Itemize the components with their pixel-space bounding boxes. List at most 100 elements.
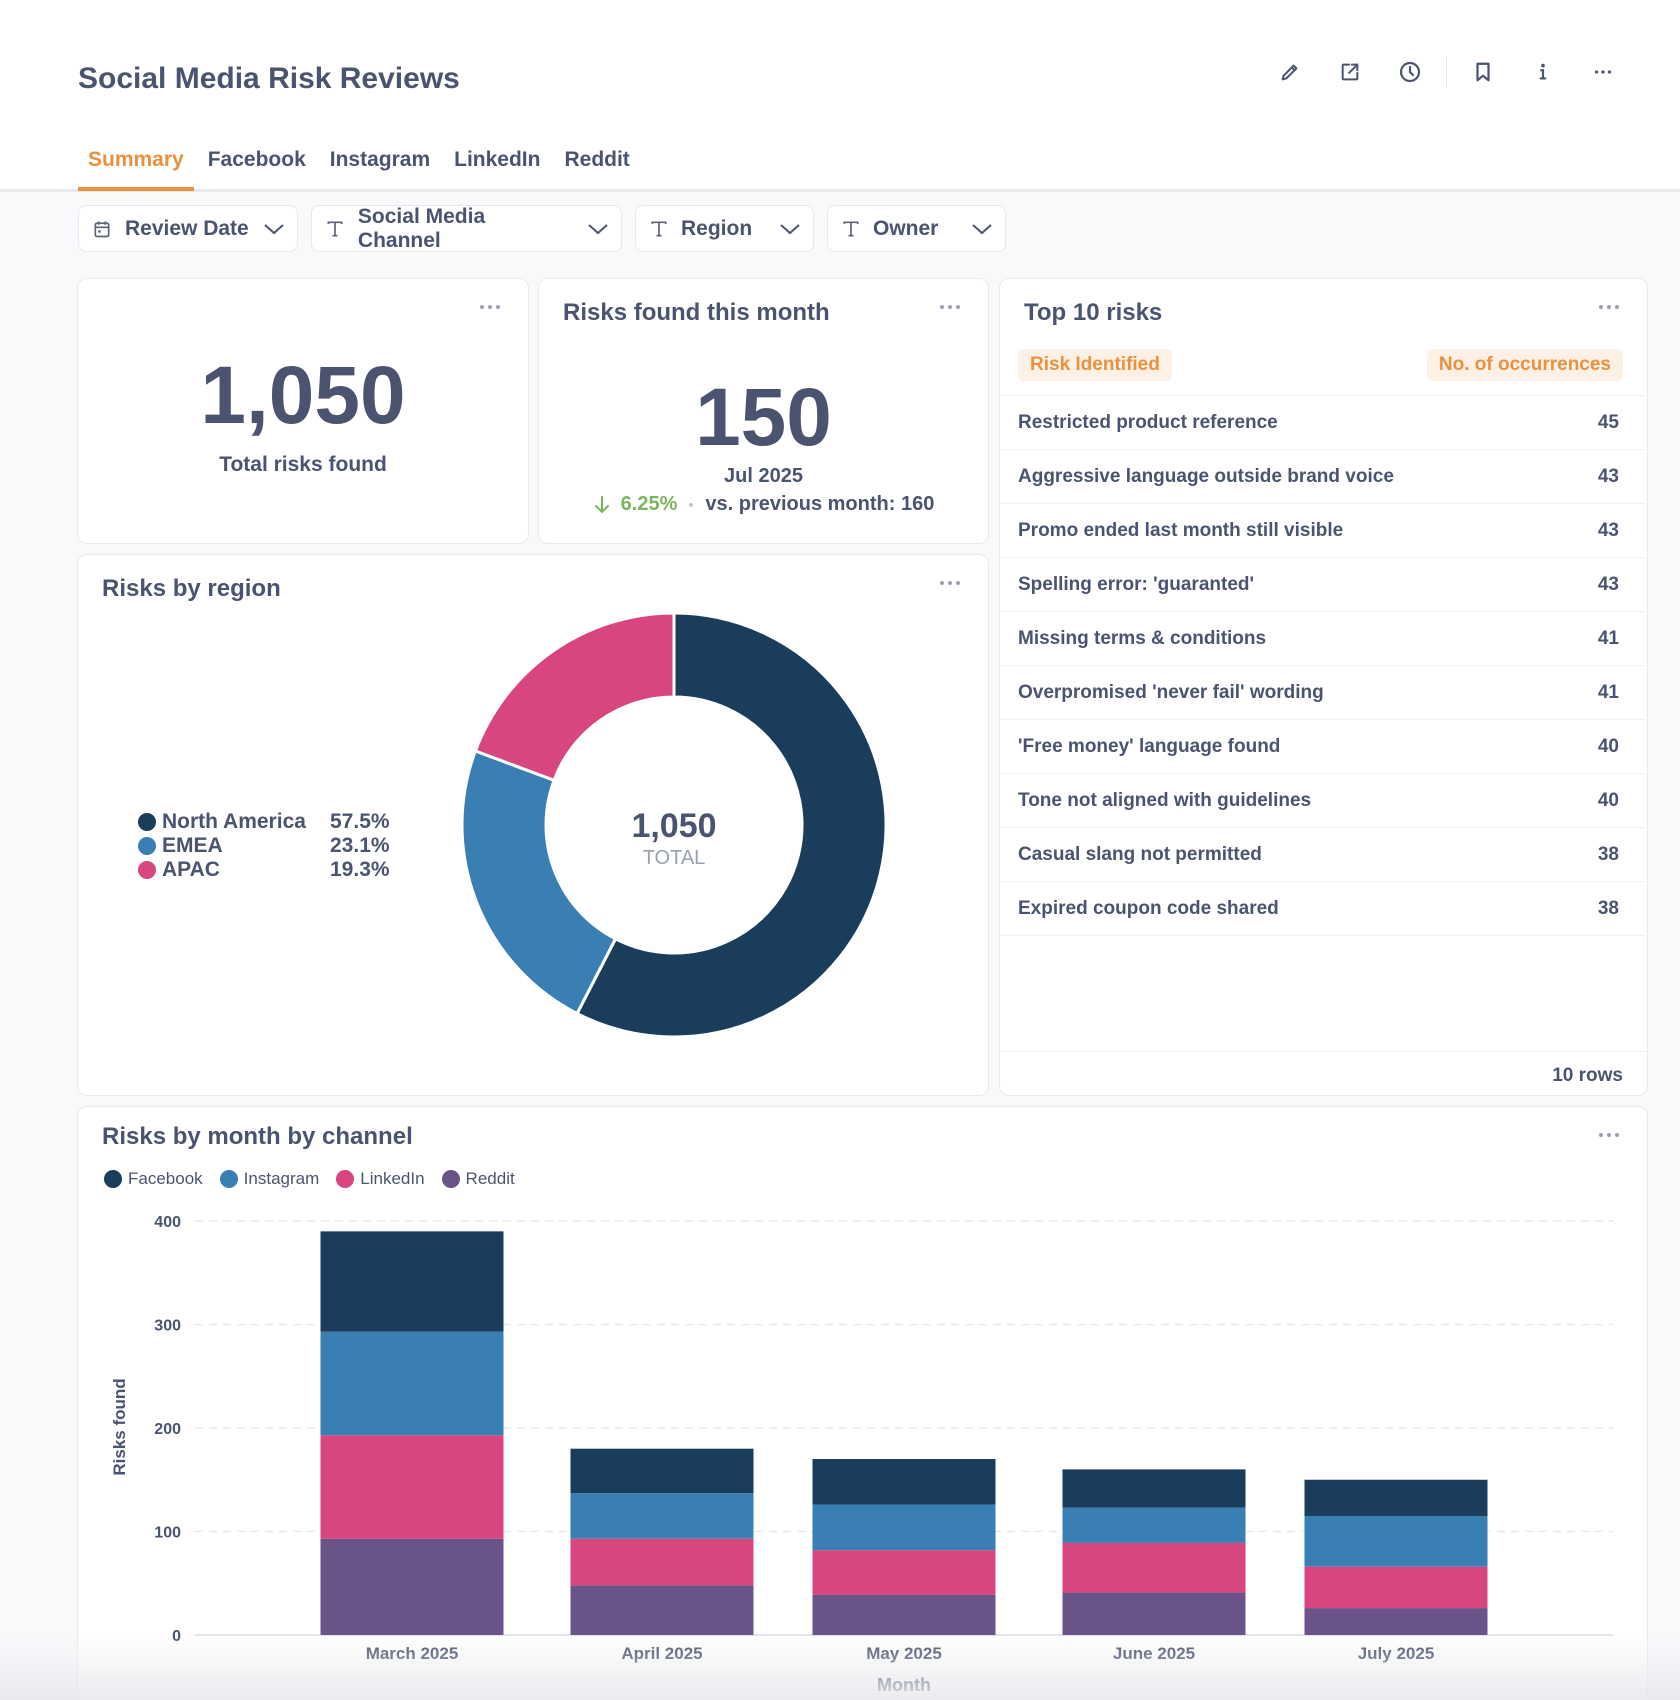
card-title: Risks found this month (563, 299, 830, 326)
chevron-down-icon (263, 222, 285, 236)
bar-segment-linkedin-june-2025[interactable] (1062, 1542, 1246, 1593)
more-horizontal-icon (1594, 70, 1612, 74)
risk-label: Expired coupon code shared (1018, 897, 1279, 919)
risk-count: 43 (1597, 465, 1619, 487)
top-risks-card: Top 10 risks Risk Identified No. of occu… (999, 278, 1648, 1096)
legend-item-emea[interactable]: EMEA 23.1% (138, 834, 390, 858)
risk-count: 40 (1597, 735, 1619, 757)
risk-count: 38 (1597, 897, 1619, 919)
y-axis-label: Risks found (110, 1378, 129, 1475)
risk-count: 38 (1597, 843, 1619, 865)
bar-segment-instagram-march-2025[interactable] (320, 1331, 504, 1436)
bar-segment-linkedin-april-2025[interactable] (570, 1538, 754, 1586)
donut-slice-north-america[interactable] (575, 611, 888, 1039)
bar-segment-linkedin-march-2025[interactable] (320, 1435, 504, 1539)
donut-slice-apac[interactable] (473, 611, 676, 783)
table-row[interactable]: Expired coupon code shared 38 (1000, 881, 1645, 935)
bar-segment-linkedin-july-2025[interactable] (1304, 1566, 1488, 1609)
filter-region[interactable]: Region (635, 205, 814, 252)
card-menu-button[interactable] (940, 305, 960, 309)
card-menu-button[interactable] (480, 305, 500, 309)
row-count: 10 rows (1552, 1065, 1623, 1086)
card-menu-button[interactable] (1599, 1133, 1619, 1137)
bar-segment-reddit-may-2025[interactable] (812, 1594, 996, 1635)
more-button[interactable] (1583, 56, 1623, 88)
share-button[interactable] (1330, 56, 1370, 88)
filter-social-media-channel[interactable]: Social Media Channel (311, 205, 622, 252)
donut-center-value: 1,050 (631, 807, 716, 845)
donut-slice-emea[interactable] (460, 748, 618, 1016)
chart-legend: Facebook Instagram LinkedIn Reddit (104, 1169, 532, 1189)
text-type-icon (840, 219, 861, 239)
bar-segment-facebook-july-2025[interactable] (1304, 1479, 1488, 1516)
legend-item-instagram[interactable]: Instagram (219, 1169, 319, 1189)
risk-count: 41 (1597, 627, 1619, 649)
total-risks-card: 1,050 Total risks found (77, 278, 529, 544)
legend-dot (441, 1170, 460, 1188)
bar-segment-reddit-june-2025[interactable] (1062, 1592, 1246, 1635)
filter-review-date[interactable]: Review Date (78, 205, 298, 252)
tab-reddit[interactable]: Reddit (564, 148, 630, 171)
history-button[interactable] (1390, 56, 1430, 88)
risk-label: Aggressive language outside brand voice (1018, 465, 1394, 487)
tab-instagram[interactable]: Instagram (329, 148, 431, 171)
filter-owner[interactable]: Owner (827, 205, 1006, 252)
table-row[interactable]: Promo ended last month still visible 43 (1000, 503, 1645, 557)
legend-value: 57.5% (330, 810, 390, 833)
legend-dot (138, 837, 156, 855)
risk-label: Overpromised 'never fail' wording (1018, 681, 1324, 703)
dashboard-header: Social Media Risk Reviews Summary Facebo… (0, 0, 1680, 192)
legend-item-apac[interactable]: APAC 19.3% (138, 858, 390, 882)
bar-segment-facebook-march-2025[interactable] (320, 1231, 504, 1332)
bar-segment-instagram-july-2025[interactable] (1304, 1515, 1488, 1567)
bar-segment-reddit-july-2025[interactable] (1304, 1608, 1488, 1635)
table-row[interactable]: Tone not aligned with guidelines 40 (1000, 773, 1645, 827)
card-menu-button[interactable] (940, 581, 960, 585)
chevron-down-icon (971, 222, 993, 236)
tab-summary[interactable]: Summary (78, 148, 194, 191)
bookmark-button[interactable] (1463, 56, 1503, 88)
legend-item-north-america[interactable]: North America 57.5% (138, 810, 390, 834)
risk-count: 43 (1597, 573, 1619, 595)
table-row[interactable]: Casual slang not permitted 38 (1000, 827, 1645, 881)
bar-segment-facebook-may-2025[interactable] (812, 1459, 996, 1505)
table-row[interactable]: Aggressive language outside brand voice 4… (1000, 449, 1645, 503)
risk-label: Tone not aligned with guidelines (1018, 789, 1312, 811)
bar-segment-reddit-march-2025[interactable] (320, 1538, 504, 1635)
table-row[interactable]: Missing terms & conditions 41 (1000, 611, 1645, 665)
filter-label: Region (681, 216, 753, 240)
bar-segment-linkedin-may-2025[interactable] (812, 1550, 996, 1595)
month-comparison: vs. previous month: 160 (705, 493, 935, 515)
tab-facebook[interactable]: Facebook (207, 148, 306, 171)
legend-item-reddit[interactable]: Reddit (441, 1169, 515, 1189)
column-header-risk[interactable]: Risk Identified (1018, 349, 1172, 381)
table-row[interactable]: Restricted product reference 45 (1000, 395, 1645, 449)
column-header-occurrences[interactable]: No. of occurrences (1426, 349, 1623, 381)
card-menu-button[interactable] (1599, 305, 1619, 309)
table-row[interactable]: 'Free money' language found 40 (1000, 719, 1645, 773)
bar-segment-reddit-april-2025[interactable] (570, 1585, 754, 1635)
risks-this-month-card: Risks found this month 150 Jul 2025 6.25… (538, 278, 989, 544)
separator-dot (689, 502, 694, 507)
risks-by-month-card: Risks by month by channel Facebook Insta… (77, 1106, 1648, 1700)
external-link-icon (1341, 63, 1359, 81)
bar-segment-instagram-june-2025[interactable] (1062, 1507, 1246, 1543)
bar-segment-instagram-may-2025[interactable] (812, 1504, 996, 1551)
card-title: Risks by region (102, 575, 281, 602)
legend-item-linkedin[interactable]: LinkedIn (336, 1169, 425, 1189)
total-risks-value: 1,050 (200, 350, 406, 441)
bar-segment-facebook-june-2025[interactable] (1062, 1469, 1246, 1508)
legend-item-facebook[interactable]: Facebook (104, 1169, 203, 1189)
x-tick-label: April 2025 (621, 1644, 702, 1663)
tab-linkedin[interactable]: LinkedIn (454, 148, 541, 171)
table-row[interactable]: Overpromised 'never fail' wording 41 (1000, 665, 1645, 719)
legend-label: North America (162, 810, 306, 833)
info-button[interactable] (1523, 56, 1563, 88)
table-row[interactable]: Spelling error: 'guaranted' 43 (1000, 557, 1645, 611)
bar-segment-instagram-april-2025[interactable] (570, 1493, 754, 1539)
risks-by-region-card: Risks by region North America 57.5% EMEA… (77, 554, 989, 1096)
bar-segment-facebook-april-2025[interactable] (570, 1448, 754, 1494)
risk-count: 45 (1597, 411, 1619, 433)
edit-button[interactable] (1270, 56, 1310, 88)
info-icon (1539, 63, 1547, 80)
